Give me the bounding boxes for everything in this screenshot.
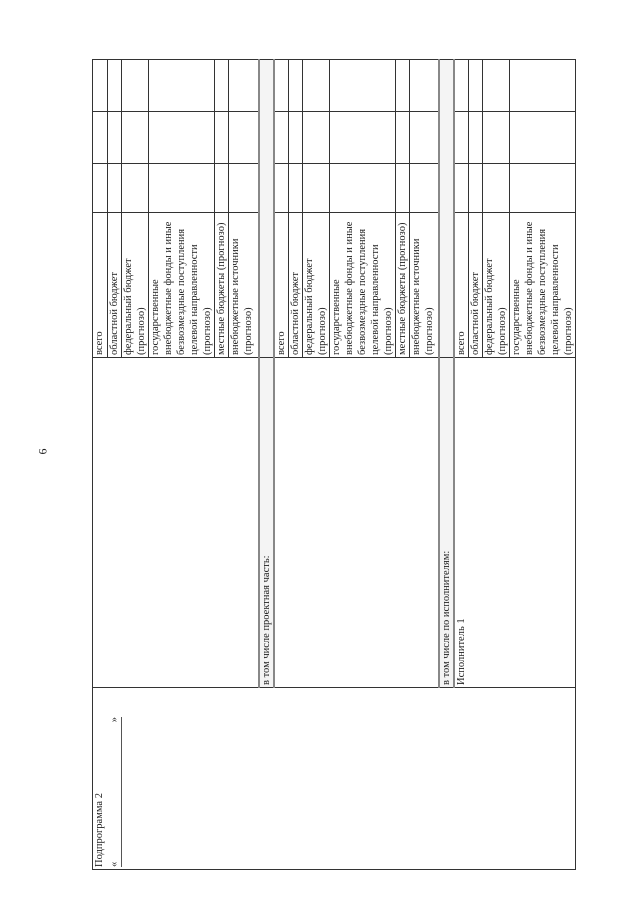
block1-name-cell (92, 357, 259, 688)
value-cell (288, 59, 302, 112)
value-cell (509, 163, 576, 213)
source-label: областной бюджет (107, 212, 122, 358)
value-cell (107, 111, 122, 164)
value-cell (409, 59, 439, 112)
project-part-label: в том числе проектная часть: (258, 357, 274, 688)
source-label: внебюджетные источники (прогнозо) (228, 212, 259, 358)
source-label: всего (273, 212, 288, 358)
source-label: федеральный бюджет (прогнозо) (482, 212, 510, 358)
value-cell (148, 163, 215, 213)
value-cell (121, 59, 149, 112)
value-cell (288, 163, 302, 213)
source-label: местные бюджеты (прогнозо) (395, 212, 409, 358)
source-label: всего (92, 212, 108, 358)
value-cell (509, 111, 576, 164)
value-cell (214, 59, 229, 112)
value-cell (454, 163, 469, 213)
value-cell (395, 59, 409, 112)
source-label: всего (454, 212, 469, 358)
value-cell (148, 111, 215, 164)
value-cell (454, 59, 469, 112)
value-cell (92, 111, 108, 164)
value-cell (302, 59, 329, 112)
value-cell (468, 163, 483, 213)
executors-label: в том числе по исполнителям: (439, 357, 454, 688)
executor-name: Исполнитель 1 (454, 357, 576, 688)
value-cell (329, 111, 395, 164)
value-cell (92, 59, 108, 112)
source-label: областной бюджет (468, 212, 483, 358)
value-cell (439, 59, 454, 358)
funding-table: Подпрограмма 2 «» всего областной бюджет… (92, 59, 576, 870)
subprogram-cell: Подпрограмма 2 «» (92, 687, 576, 870)
value-cell (92, 163, 108, 213)
value-cell (454, 111, 469, 164)
value-cell (409, 111, 439, 164)
value-cell (482, 59, 510, 112)
value-cell (329, 163, 395, 213)
page-number: 6 (35, 448, 50, 455)
value-cell (214, 163, 229, 213)
value-cell (228, 163, 259, 213)
quote-close: » (109, 717, 120, 723)
value-cell (273, 163, 288, 213)
source-label: федеральный бюджет (прогнозо) (302, 212, 329, 358)
value-cell (509, 59, 576, 112)
value-cell (228, 111, 259, 164)
value-cell (107, 163, 122, 213)
value-cell (288, 111, 302, 164)
value-cell (468, 111, 483, 164)
quote-open: « (109, 861, 120, 867)
value-cell (409, 163, 439, 213)
value-cell (273, 111, 288, 164)
value-cell (121, 163, 149, 213)
funding-table-sheet: Подпрограмма 2 «» всего областной бюджет… (92, 59, 576, 870)
value-cell (148, 59, 215, 112)
value-cell (228, 59, 259, 112)
source-label: государственные внебюджетные фонды и ины… (509, 212, 576, 358)
value-cell (329, 59, 395, 112)
block2-name-cell (273, 357, 439, 688)
value-cell (302, 111, 329, 164)
value-cell (482, 163, 510, 213)
value-cell (468, 59, 483, 112)
value-cell (273, 59, 288, 112)
source-label: федеральный бюджет (прогнозо) (121, 212, 149, 358)
value-cell (395, 163, 409, 213)
subprogram-title: Подпрограмма 2 (94, 793, 105, 867)
value-cell (482, 111, 510, 164)
value-cell (107, 59, 122, 112)
source-label: государственные внебюджетные фонды и ины… (148, 212, 215, 358)
source-label: местные бюджеты (прогнозо) (214, 212, 229, 358)
value-cell (302, 163, 329, 213)
source-label: областной бюджет (288, 212, 302, 358)
value-cell (214, 111, 229, 164)
source-label: государственные внебюджетные фонды и ины… (329, 212, 395, 358)
value-cell (258, 59, 274, 358)
value-cell (121, 111, 149, 164)
subprogram-name-blank: «» (108, 717, 122, 867)
source-label: внебюджетные источники (прогнозо) (409, 212, 439, 358)
value-cell (395, 111, 409, 164)
